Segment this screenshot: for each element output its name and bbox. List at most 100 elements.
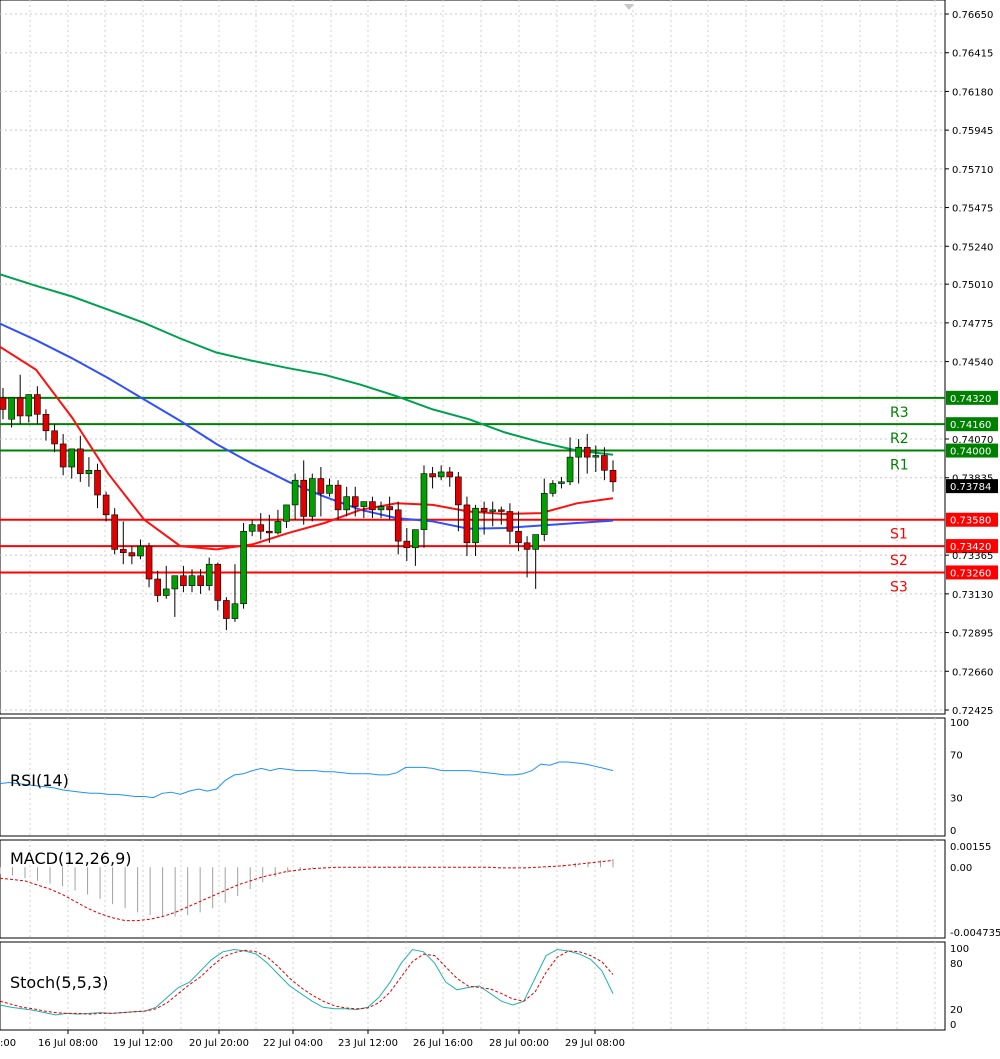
candle-body [532,534,539,550]
candle-body [386,506,393,511]
price-tick-label: 0.76180 [952,87,993,98]
price-tick-label: 0.74070 [952,435,993,446]
candle-body [437,471,445,478]
candle-body [162,588,170,596]
rsi-tick-label: 100 [950,718,969,729]
candle-body [412,529,419,549]
candle-body [575,446,582,458]
candle-body [248,524,256,532]
candle-body [472,507,479,544]
stochastic-indicator: 100 80 20 0 [0,944,969,1031]
rsi-panel [0,717,946,837]
candle-body [111,514,118,550]
level-price-text: 0.73420 [950,542,991,553]
stoch-tick-label: 100 [950,944,969,955]
macd-panel [0,839,946,939]
time-tick-label: 22 Jul 04:00 [263,1038,323,1049]
candle-body [214,563,222,601]
candle-body [609,470,617,483]
level-price-text: 0.74320 [950,394,991,405]
time-tick-label: :00 [0,1038,16,1049]
candle-body [506,511,514,532]
candle-body [446,471,454,478]
price-tick-label: 0.72425 [952,706,993,717]
candle-body [583,446,591,458]
candle-body [394,509,402,542]
candle-body [403,540,411,549]
current-price-text: 0.73784 [950,482,991,493]
time-tick-label: 23 Jul 12:00 [338,1038,398,1049]
macd-tick-label: -0.004735 [950,928,1000,939]
rsi-tick-label: 0 [950,826,956,837]
candle-body [94,470,101,496]
level-price-text: 0.73260 [950,568,991,579]
candle-body [326,484,333,494]
time-tick-label: 26 Jul 16:00 [413,1038,473,1049]
candle-body [420,473,428,530]
main-price-panel [0,0,946,715]
rsi-label: RSI(14) [10,771,69,790]
candle-body [308,478,316,517]
candle-body [145,545,153,580]
candle-body [8,397,15,420]
stoch-main-line [0,948,614,1016]
candle-body [377,506,385,511]
candle-body [34,394,41,415]
candle-body [369,501,376,511]
price-tick-label: 0.72660 [952,667,993,678]
candlesticks [0,374,617,631]
candle-body [351,496,359,507]
candle-body [489,509,497,512]
candle-body [558,481,565,484]
candle-body [343,496,350,511]
price-tick-label: 0.76415 [952,49,993,60]
candle-body [51,430,58,445]
price-tick-label: 0.74540 [952,358,993,369]
level-price-text: 0.74000 [950,447,991,458]
candle-body [291,479,299,506]
rsi-line [0,761,614,799]
candle-body [257,524,265,532]
time-tick-label: 20 Jul 20:00 [189,1038,249,1049]
stoch-tick-label: 20 [950,1005,963,1016]
time-axis: :00 16 Jul 08:00 19 Jul 12:00 20 Jul 20:00 2… [0,1030,625,1049]
candle-body [300,479,308,517]
macd-label: MACD(12,26,9) [10,849,132,868]
rsi-indicator: 100 70 30 0 [0,718,969,837]
level-name-r3: R3 [890,405,909,421]
candle-body [77,448,84,474]
candle-body [0,397,7,410]
candle-body [463,504,471,544]
candle-body [480,507,488,512]
candle-body [171,575,179,590]
level-price-box [946,565,998,580]
candle-body [592,455,600,458]
candle-body [334,484,342,511]
rsi-tick-label: 70 [950,750,963,761]
scroll-marker-icon[interactable] [624,4,634,10]
candle-body [102,494,110,516]
level-price-box [946,512,998,527]
price-tick-label: 0.76650 [952,10,993,21]
price-tick-label: 0.75010 [952,280,993,291]
candle-body [59,443,67,468]
time-tick-label: 16 Jul 08:00 [38,1038,98,1049]
price-tick-label: 0.72895 [952,629,993,640]
price-tick-label: 0.75710 [952,165,993,176]
candle-body [85,470,93,474]
candle-body [180,575,187,586]
candle-body [68,448,76,468]
level-price-box [946,539,998,554]
candle-body [137,545,144,557]
level-name-s3: S3 [890,579,908,595]
candle-body [455,476,462,506]
time-tick-label: 19 Jul 12:00 [113,1038,173,1049]
level-price-text: 0.73580 [950,516,991,527]
stoch-tick-label: 0 [950,1020,956,1031]
price-tick-label: 0.74775 [952,319,993,330]
macd-indicator: 0.00155 0.00 -0.004735 [0,842,1000,939]
candle-body [128,552,136,557]
candle-body [566,456,574,483]
price-tick-label: 0.73835 [952,474,993,485]
